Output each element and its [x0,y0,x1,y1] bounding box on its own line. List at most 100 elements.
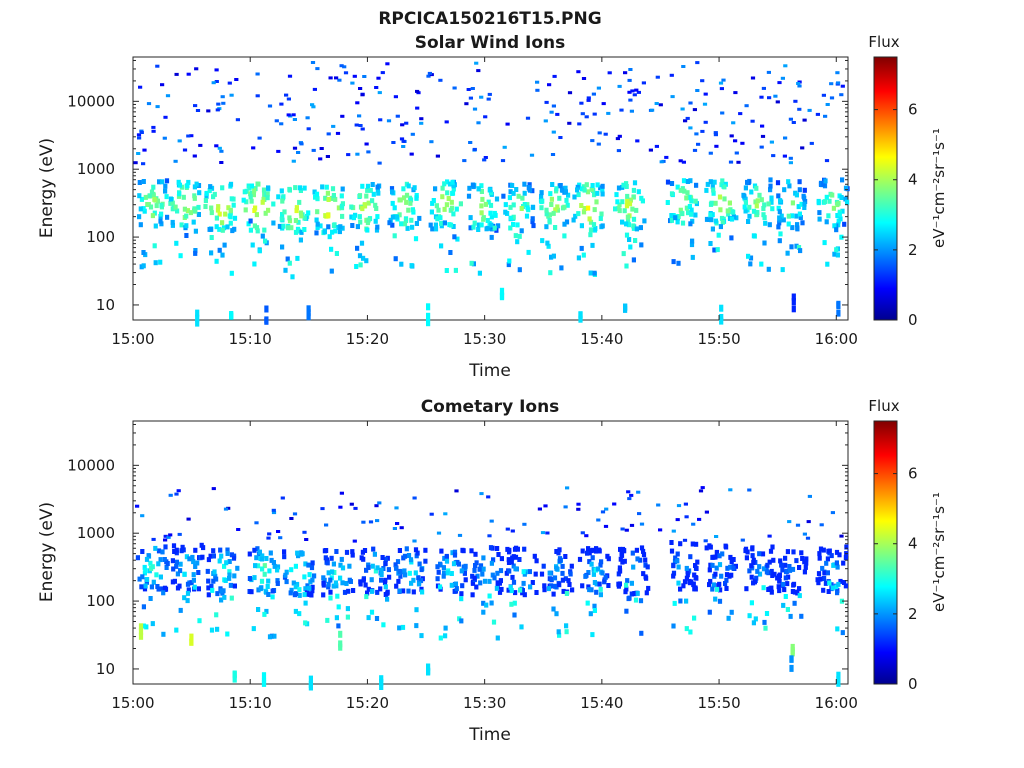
flux-cell [630,89,635,93]
flux-cell [334,549,339,554]
flux-cell [479,189,484,194]
flux-cell [712,247,717,253]
flux-cell [364,193,369,199]
flux-cell [627,90,632,94]
flux-cell [718,81,724,85]
flux-cell [184,233,189,238]
flux-cell [707,609,712,615]
flux-cell [264,317,269,325]
flux-cell [318,223,323,229]
flux-cell [836,81,841,85]
flux-cell [525,202,530,208]
flux-cell [426,663,431,671]
flux-cell [709,217,714,223]
flux-cell [151,537,156,541]
flux-cell [627,497,632,501]
flux-cell [747,613,752,619]
flux-cell [281,223,286,229]
flux-cell [303,620,308,626]
colorbar-tick-label: 4 [908,535,918,553]
flux-cell [397,588,402,594]
flux-cell [548,270,553,276]
flux-cell [532,553,537,559]
flux-cell [710,586,715,592]
flux-cell [513,590,518,596]
flux-cell [718,207,723,213]
colorbar-tick-label: 0 [908,675,918,693]
flux-cell [579,186,585,192]
flux-cell [474,584,479,590]
flux-cell [508,189,513,195]
flux-cell [838,578,843,584]
flux-cell [564,591,569,596]
flux-cell [213,573,218,579]
flux-cell [399,221,404,227]
flux-cell [733,139,738,143]
flux-cell [656,503,661,507]
flux-cell [676,504,682,508]
flux-cell [750,545,755,551]
flux-cell [543,119,548,123]
flux-cell [687,204,692,209]
flux-cell [445,570,450,576]
flux-cell [548,191,553,197]
flux-cell [147,193,152,199]
flux-cell [244,199,249,205]
flux-cell [717,598,723,604]
flux-cell [482,578,488,584]
flux-cell [794,558,799,564]
flux-cell [798,215,803,220]
colorbar-tick-label: 6 [908,101,918,119]
flux-cell [498,568,504,574]
flux-cell [781,581,786,587]
flux-cell [248,218,253,224]
flux-cell [327,234,332,240]
flux-cell [259,578,265,584]
flux-cell [839,598,844,604]
flux-cell [508,225,513,231]
flux-cell [293,218,298,223]
flux-cell [485,218,490,223]
flux-cell [306,305,311,313]
flux-cell [170,206,175,212]
flux-cell [306,210,311,216]
flux-cell [154,203,159,209]
flux-cell [360,206,365,212]
flux-cell [708,544,713,550]
flux-cell [139,131,144,134]
flux-cell [248,194,253,200]
x-tick-label: 15:10 [229,694,272,712]
flux-cell [220,185,225,191]
flux-cell [315,225,320,230]
flux-cell [222,594,227,600]
flux-cell [558,183,563,188]
flux-cell [829,582,834,588]
flux-cell [714,565,719,571]
flux-cell [228,582,233,588]
flux-cell [776,224,781,230]
flux-cell [831,562,836,568]
flux-cell [426,312,431,320]
flux-cell [208,553,213,559]
flux-cell [564,623,569,629]
flux-cell [225,224,230,230]
flux-cell [692,615,697,621]
flux-cell [261,187,267,193]
flux-cell [414,623,419,629]
flux-cell [291,580,296,586]
flux-cell [191,572,196,578]
flux-cell [522,190,527,196]
flux-cell [229,196,234,202]
flux-cell [613,206,618,212]
flux-cell [530,580,535,585]
flux-cell [325,190,330,196]
flux-cell [451,224,456,229]
flux-cell [470,87,475,90]
flux-cell [311,148,316,152]
flux-cell [226,506,231,510]
flux-cell [468,96,473,100]
flux-cell [272,633,277,639]
flux-cell [463,563,468,569]
flux-cell [761,566,767,572]
flux-cell [569,563,574,569]
